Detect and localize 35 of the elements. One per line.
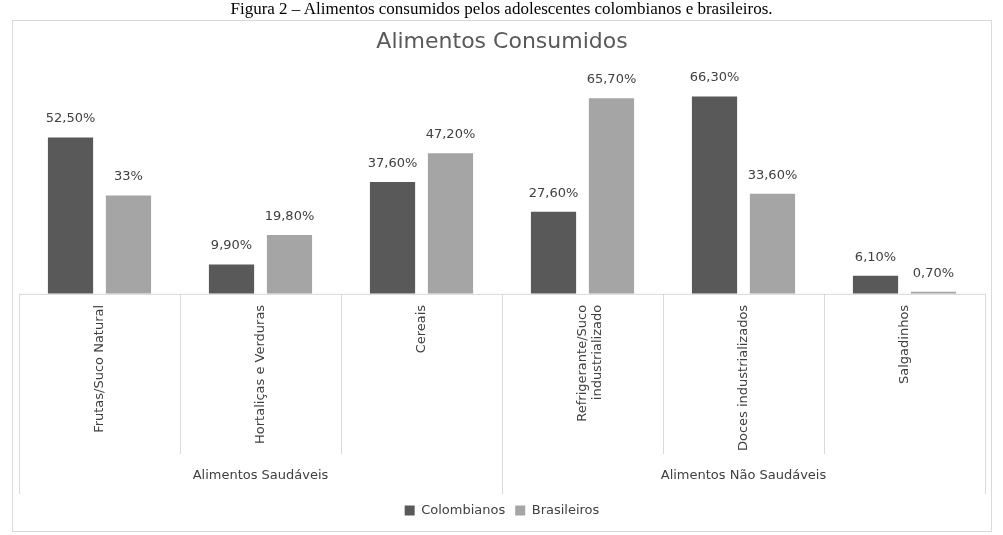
data-label: 65,70%: [586, 71, 637, 87]
data-label: 9,90%: [210, 237, 253, 253]
text: Alimentos Saudáveis: [192, 467, 329, 483]
bar: [105, 195, 152, 294]
x-tick-label: Salgadinhos: [895, 304, 911, 384]
chart-title: Alimentos Consumidos: [376, 27, 628, 53]
data-label: 52,50%: [45, 110, 96, 126]
text: Figura 2 – Alimentos consumidos pelos adolescentes colombianos e brasileiros.: [229, 0, 774, 18]
data-label: 19,80%: [264, 207, 315, 223]
bar: [749, 193, 796, 294]
bar: [266, 234, 313, 294]
bar: [530, 211, 577, 294]
data-label: 33%: [114, 168, 143, 184]
data-label: 33,60%: [747, 166, 798, 182]
x-tick-label: Cereais: [412, 304, 428, 354]
data-label: 37,60%: [367, 154, 418, 170]
bar: [369, 181, 416, 294]
bar: [208, 264, 255, 294]
data-label: 47,20%: [425, 126, 476, 142]
x-tick-label: Doces industrializados: [734, 304, 750, 452]
bar: [852, 275, 899, 294]
x-tick-label: Frutas/Suco Natural: [90, 304, 106, 433]
text: Alimentos Não Saudáveis: [660, 467, 827, 483]
bar: [588, 98, 635, 294]
x-tick-label: Hortaliças e Verduras: [251, 304, 267, 444]
legend-label: Colombianos: [421, 501, 506, 517]
bar: [691, 96, 738, 294]
data-label: 66,30%: [689, 69, 740, 85]
x-tick-label: Refrigerante/Suco industrializado: [573, 304, 605, 422]
bar: [47, 137, 94, 294]
data-label: 0,70%: [912, 264, 955, 280]
legend-label: Brasileiros: [531, 501, 600, 517]
data-label: 27,60%: [528, 184, 579, 200]
data-label: 6,10%: [854, 248, 897, 264]
bar: [427, 153, 474, 294]
